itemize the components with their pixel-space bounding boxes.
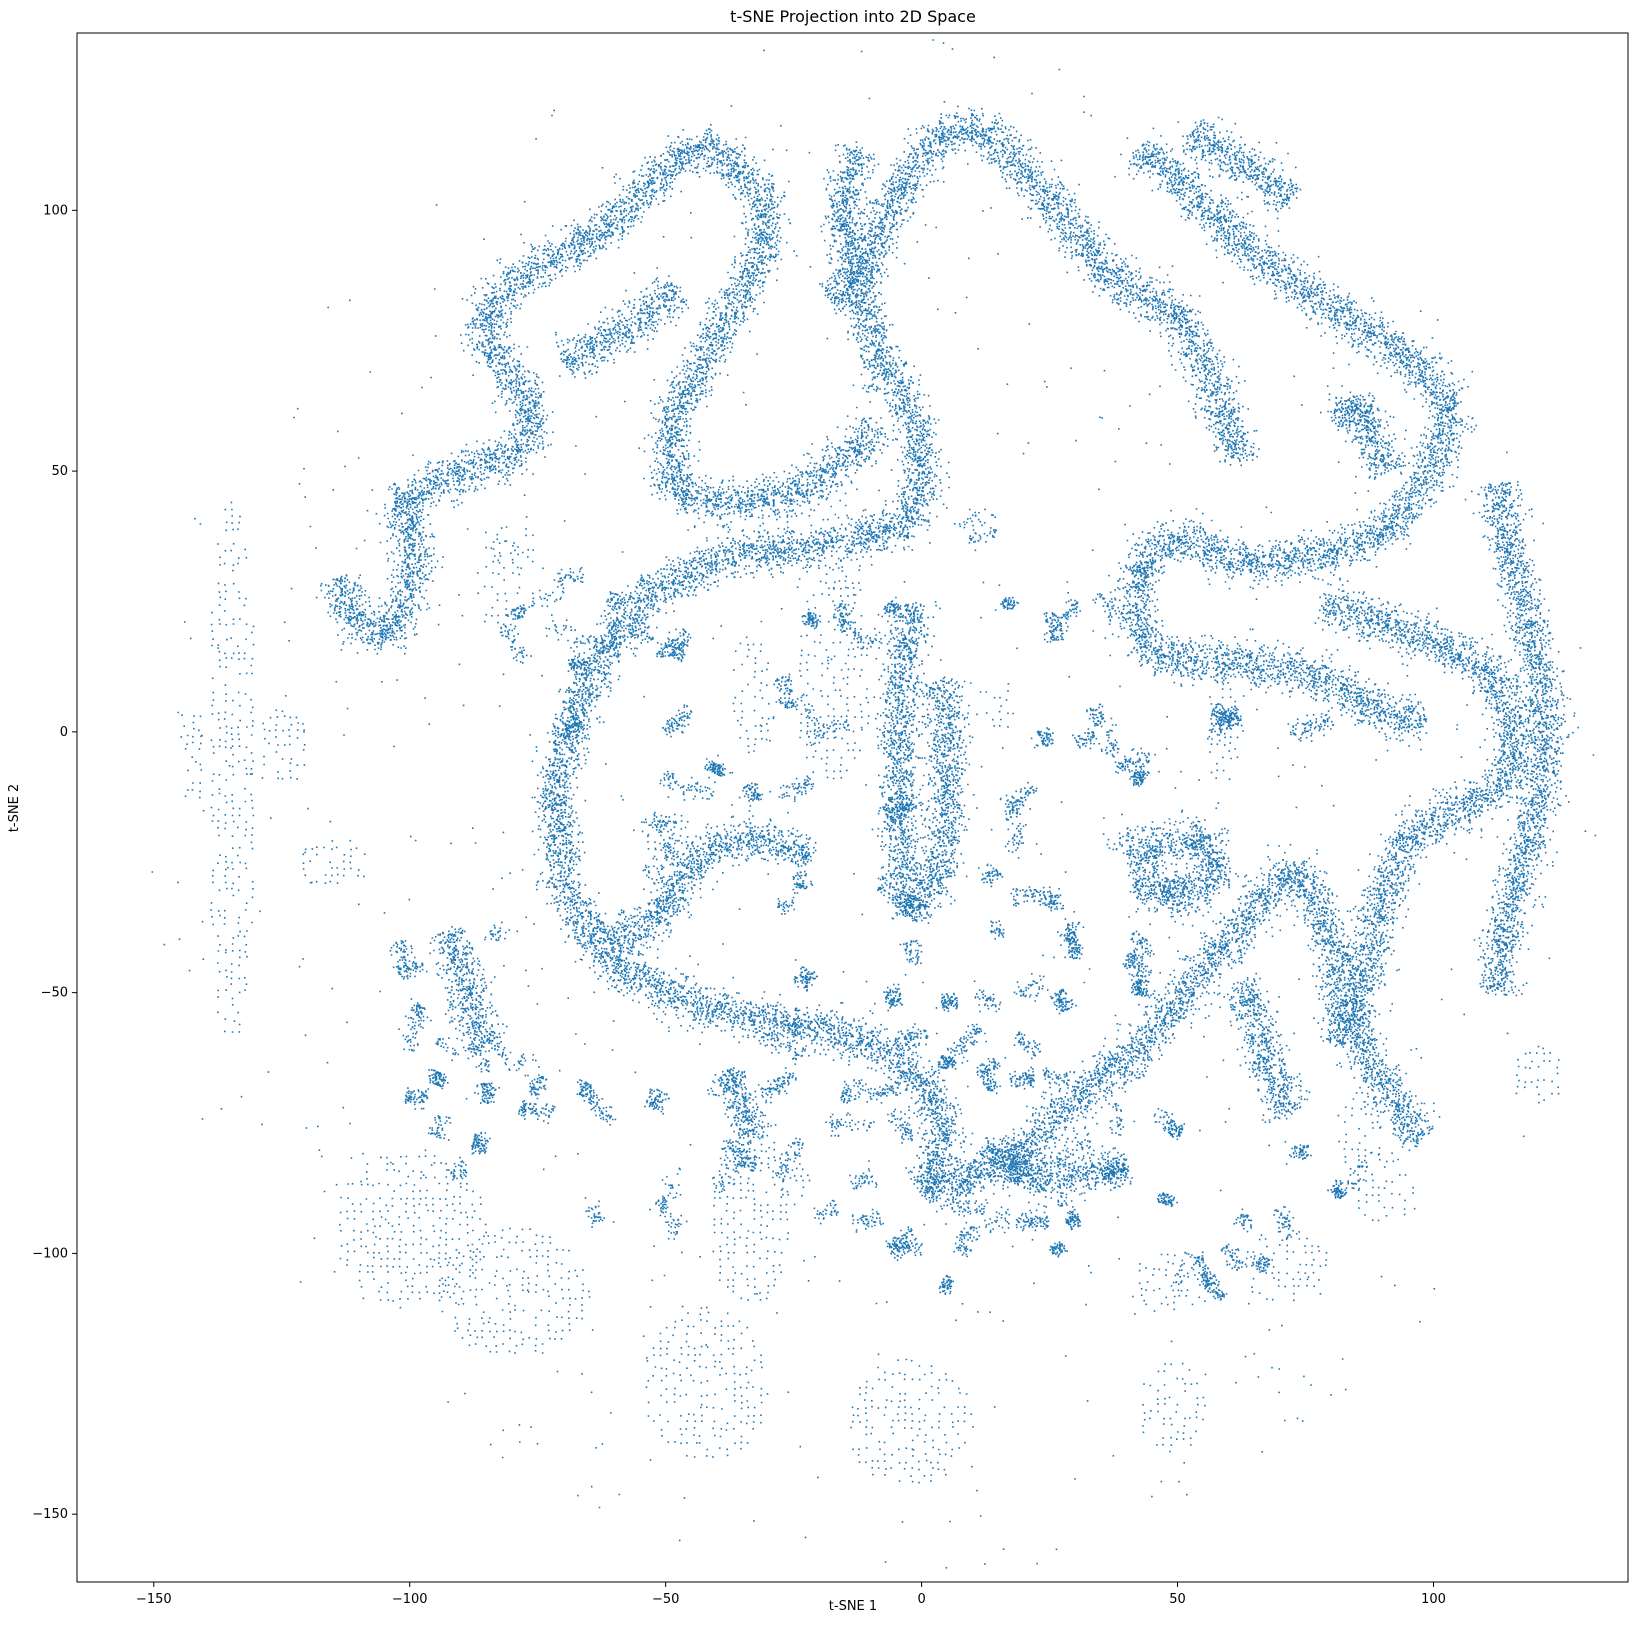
scatter-point-group <box>531 405 950 1045</box>
plot-area-frame <box>76 32 1629 1583</box>
x-tick-label: 0 <box>917 1592 925 1607</box>
y-tick-label: −50 <box>41 986 68 1001</box>
x-axis-label: t-SNE 1 <box>829 1599 877 1614</box>
chart-title: t-SNE Projection into 2D Space <box>730 7 976 26</box>
scatter-point-group <box>1127 116 1537 859</box>
y-tick-label: −100 <box>32 1246 68 1261</box>
x-axis-ticks: −150 −100 −50 0 50 100 <box>136 1582 1446 1607</box>
x-tick-label: −100 <box>392 1592 428 1607</box>
y-tick-label: 100 <box>43 203 68 218</box>
scatter-points <box>151 39 1597 1569</box>
y-axis-ticks: −150 −100 −50 0 50 100 <box>32 203 77 1522</box>
scatter-point-group <box>555 141 940 532</box>
x-tick-label: −50 <box>652 1592 679 1607</box>
x-tick-label: 50 <box>1169 1592 1186 1607</box>
y-tick-label: 50 <box>51 464 68 479</box>
scatter-point-group <box>315 124 792 655</box>
scatter-point-group <box>871 620 1281 1213</box>
y-axis-label: t-SNE 2 <box>7 784 22 832</box>
x-tick-label: −150 <box>136 1592 172 1607</box>
x-tick-label: 100 <box>1421 1592 1446 1607</box>
scatter-point-group <box>1108 127 1477 664</box>
y-tick-label: −150 <box>32 1507 68 1522</box>
y-tick-label: 0 <box>60 725 68 740</box>
